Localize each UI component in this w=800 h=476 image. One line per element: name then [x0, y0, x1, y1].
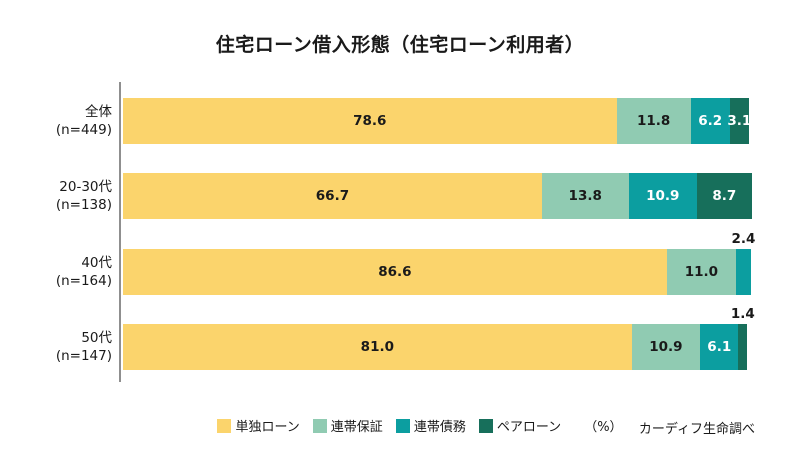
- legend-item: 単独ローン: [217, 416, 300, 435]
- chart-title: 住宅ローン借入形態（住宅ローン利用者）: [215, 34, 585, 56]
- bar-segment: 10.9: [631, 324, 701, 370]
- bar-segment: 11.0: [666, 249, 736, 295]
- category-name: 40代: [81, 255, 112, 271]
- category-n: (n=449): [55, 122, 112, 138]
- stacked-bar: 66.7 13.8 10.9 8.7: [123, 173, 752, 219]
- stacked-bar: 86.6 11.0 2.4: [123, 231, 755, 295]
- bar-segment: 8.7: [696, 173, 752, 219]
- stacked-bar: 81.0 10.9 6.1 1.4: [123, 306, 755, 370]
- segment-value-label: 11.8: [636, 113, 671, 129]
- y-axis-line: [119, 82, 121, 382]
- bar-row: 全体 (n=449) 78.6 11.8 6.2 3.1: [0, 98, 800, 144]
- category-name: 50代: [81, 330, 112, 346]
- segment-value-label: 11.0: [684, 264, 719, 280]
- bar-segment: 11.8: [616, 98, 691, 144]
- category-name: 20-30代: [59, 179, 112, 195]
- segment-value-label: 6.1: [707, 339, 732, 355]
- segment-value-label: 6.2: [698, 113, 723, 129]
- source-label: カーディフ生命調べ: [638, 422, 755, 437]
- legend-item: ペアローン: [478, 416, 562, 435]
- bar-segment: 1.4: [731, 306, 755, 370]
- legend-swatch: [395, 418, 410, 433]
- category-n: (n=164): [55, 273, 112, 289]
- bar-segment: 10.9: [628, 173, 697, 219]
- segment-value-label: 13.8: [568, 188, 602, 204]
- segment-value-label: 86.6: [378, 264, 412, 280]
- bar-row: 50代 (n=147) 81.0 10.9 6.1 1.4: [0, 306, 800, 370]
- segment-value-label: 1.4: [730, 306, 755, 322]
- legend-swatch: [478, 418, 493, 433]
- category-name: 全体: [85, 104, 112, 120]
- legend-label: ペアローン: [496, 420, 562, 435]
- segment-value-label: 10.9: [649, 339, 683, 355]
- category-label: 20-30代 (n=138): [0, 178, 112, 214]
- category-n: (n=147): [55, 348, 112, 364]
- bar-segment: 3.1: [727, 98, 752, 144]
- segment-value-label: 2.4: [731, 231, 756, 247]
- bar-segment: 6.1: [700, 324, 739, 370]
- bar-segment: 78.6: [123, 98, 617, 144]
- category-label: 40代 (n=164): [0, 254, 112, 290]
- segment-value-label: 10.9: [646, 188, 680, 204]
- category-label: 50代 (n=147): [0, 329, 112, 365]
- bar-segment: 13.8: [541, 173, 629, 219]
- legend-label: 単独ローン: [235, 420, 300, 435]
- bar-segment: 66.7: [123, 173, 542, 219]
- legend-swatch: [312, 418, 327, 433]
- bar-segment: 6.2: [690, 98, 730, 144]
- segment-value-label: 8.7: [712, 188, 737, 204]
- segment-value-label: 3.1: [727, 113, 752, 129]
- segment-value-label: 66.7: [315, 188, 350, 204]
- legend-item: 連帯保証: [312, 416, 383, 435]
- legend-label: 連帯債務: [413, 420, 466, 435]
- legend: 単独ローン 連帯保証 連帯債務 ペアローン （%）: [0, 416, 800, 435]
- category-label: 全体 (n=449): [0, 103, 112, 139]
- legend-label: 連帯保証: [330, 420, 383, 435]
- bar-row: 20-30代 (n=138) 66.7 13.8 10.9 8.7: [0, 173, 800, 219]
- segment-value-label: 81.0: [360, 339, 394, 355]
- bar-row: 40代 (n=164) 86.6 11.0 2.4: [0, 231, 800, 295]
- segment-value-label: 78.6: [353, 113, 387, 129]
- category-n: (n=138): [55, 197, 112, 213]
- bar-segment: 2.4: [731, 231, 755, 295]
- legend-swatch: [217, 418, 232, 433]
- legend-item: 連帯債務: [395, 416, 466, 435]
- unit-label: （%）: [584, 420, 623, 435]
- bar-segment: 81.0: [123, 324, 632, 370]
- stacked-bar: 78.6 11.8 6.2 3.1: [123, 98, 751, 144]
- bar-segment: 86.6: [123, 249, 667, 295]
